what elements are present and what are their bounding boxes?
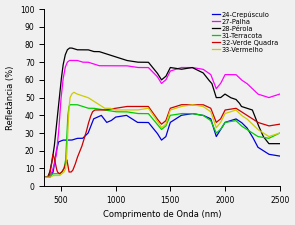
Line: 27-Palha: 27-Palha (44, 61, 280, 177)
33-Vermelho (271, 134, 275, 137)
27-Palha (68, 59, 71, 62)
24-Crepúsculo (271, 154, 275, 156)
31-Terracota (271, 135, 275, 138)
28-Pérola (151, 66, 155, 69)
31-Terracota (271, 135, 275, 138)
31-Terracota (42, 176, 46, 179)
32-Verde Quadra (228, 108, 232, 110)
28-Pérola (68, 47, 71, 49)
33-Vermelho (278, 132, 281, 134)
33-Vermelho (157, 122, 161, 125)
31-Terracota (55, 172, 58, 175)
24-Crepúsculo (271, 154, 275, 156)
33-Vermelho (55, 174, 58, 177)
31-Terracota (157, 125, 161, 128)
27-Palha (271, 95, 275, 98)
32-Verde Quadra (157, 119, 160, 122)
33-Vermelho (151, 113, 155, 116)
32-Verde Quadra (42, 176, 46, 179)
28-Pérola (157, 74, 161, 77)
27-Palha (271, 95, 275, 98)
31-Terracota (278, 132, 281, 134)
31-Terracota (228, 120, 232, 123)
32-Verde Quadra (151, 111, 154, 114)
24-Crepúsculo (157, 134, 160, 137)
24-Crepúsculo (190, 112, 194, 115)
Line: 31-Terracota: 31-Terracota (44, 105, 280, 177)
33-Vermelho (228, 111, 232, 113)
33-Vermelho (72, 91, 76, 94)
33-Vermelho (42, 176, 46, 179)
28-Pérola (278, 142, 281, 145)
24-Crepúsculo (151, 126, 154, 129)
27-Palha (55, 153, 58, 156)
Legend: 24-Crepúsculo, 27-Palha, 28-Pérola, 31-Terracota, 32-Verde Quadra, 33-Vermelho: 24-Crepúsculo, 27-Palha, 28-Pérola, 31-T… (211, 10, 278, 53)
24-Crepúsculo (228, 119, 232, 122)
28-Pérola (55, 125, 58, 128)
X-axis label: Comprimento de Onda (nm): Comprimento de Onda (nm) (103, 210, 221, 219)
27-Palha (151, 70, 155, 73)
31-Terracota (68, 103, 72, 106)
32-Verde Quadra (271, 124, 275, 127)
27-Palha (228, 73, 232, 76)
Y-axis label: Refletância (%): Refletância (%) (6, 65, 14, 130)
27-Palha (278, 93, 281, 95)
32-Verde Quadra (271, 124, 275, 127)
Line: 33-Vermelho: 33-Vermelho (44, 92, 280, 177)
32-Verde Quadra (180, 103, 183, 106)
Line: 32-Verde Quadra: 32-Verde Quadra (44, 105, 280, 177)
Line: 24-Crepúsculo: 24-Crepúsculo (44, 114, 280, 177)
32-Verde Quadra (55, 167, 58, 170)
32-Verde Quadra (278, 123, 281, 126)
28-Pérola (228, 96, 232, 99)
33-Vermelho (271, 134, 275, 137)
24-Crepúsculo (278, 155, 281, 157)
27-Palha (157, 78, 161, 81)
24-Crepúsculo (42, 176, 46, 179)
31-Terracota (151, 117, 155, 120)
Line: 28-Pérola: 28-Pérola (44, 48, 280, 177)
28-Pérola (271, 142, 275, 145)
28-Pérola (42, 176, 46, 179)
27-Palha (42, 176, 46, 179)
28-Pérola (271, 142, 275, 145)
24-Crepúsculo (55, 150, 58, 152)
